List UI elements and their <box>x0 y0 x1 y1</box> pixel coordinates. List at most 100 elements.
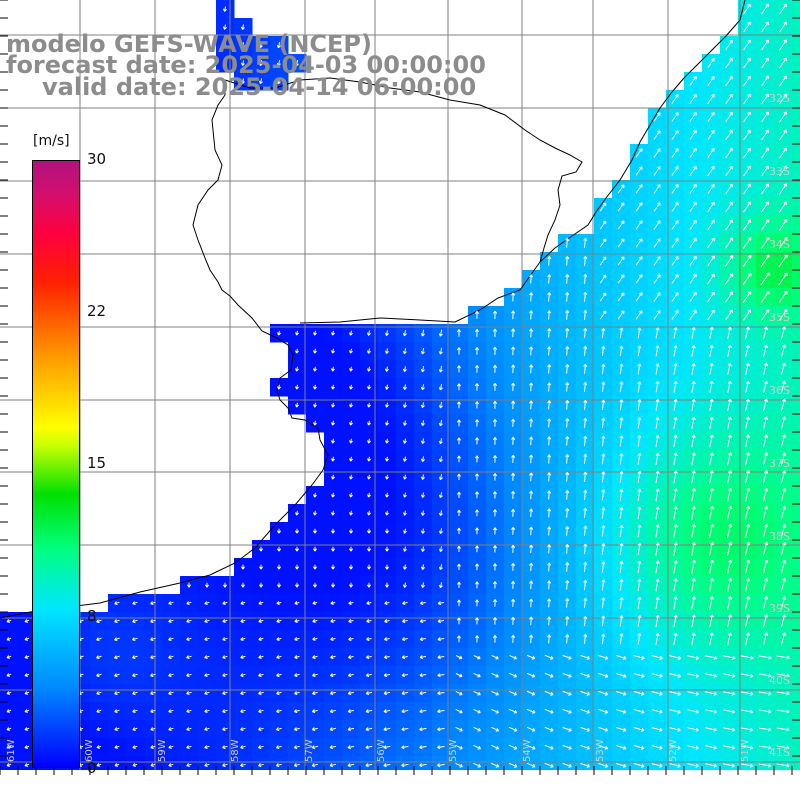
wind-vector-arrow <box>669 709 681 714</box>
wind-vector-arrow <box>419 763 427 768</box>
wind-vector-arrow <box>565 292 570 302</box>
wind-vector-arrow <box>691 327 696 339</box>
wind-vector-arrow <box>150 691 156 696</box>
wind-vector-arrow <box>673 434 678 447</box>
wind-vector-arrow <box>348 655 354 660</box>
wind-vector-arrow <box>150 619 156 624</box>
wind-vector-arrow <box>222 727 228 732</box>
wind-vector-arrow <box>456 617 462 625</box>
forecast-date: forecast date: 2025-04-03 00:00:00 <box>6 51 486 79</box>
wind-vector-arrow <box>762 632 768 646</box>
wind-vector-arrow <box>529 544 534 554</box>
wind-vector-arrow <box>401 763 409 768</box>
wind-vector-arrow <box>743 165 751 177</box>
wind-vector-arrow <box>293 727 300 732</box>
wind-vector-arrow <box>761 21 769 33</box>
wind-vector-arrow <box>420 329 425 337</box>
wind-vector-arrow <box>778 254 788 268</box>
wind-vector-arrow <box>637 506 642 520</box>
wind-vector-arrow <box>619 471 624 483</box>
wind-vector-arrow <box>240 637 246 641</box>
wind-vector-arrow <box>599 274 607 284</box>
wind-vector-arrow <box>778 218 788 231</box>
wind-vector-arrow <box>132 619 138 624</box>
wind-vector-arrow <box>619 633 624 645</box>
wind-vector-arrow <box>780 488 787 502</box>
wind-vector-arrow <box>760 236 770 250</box>
wind-vector-arrow <box>635 202 643 212</box>
wind-vector-arrow <box>204 727 210 731</box>
wind-vector-arrow <box>385 510 389 516</box>
wind-vector-arrow <box>653 148 661 158</box>
wind-vector-arrow <box>402 329 407 337</box>
wind-vector-arrow <box>403 528 407 534</box>
wind-vector-arrow <box>473 762 482 768</box>
wind-vector-arrow <box>276 619 282 623</box>
wind-vector-arrow <box>96 709 102 713</box>
wind-vector-arrow <box>565 598 570 608</box>
wind-vector-arrow <box>601 525 606 537</box>
wind-vector-arrow <box>6 745 12 749</box>
wind-vector-arrow <box>707 255 715 267</box>
wind-vector-arrow <box>330 528 336 534</box>
wind-vector-arrow <box>651 691 663 696</box>
wind-vector-arrow <box>24 637 30 641</box>
wind-vector-arrow <box>637 417 642 429</box>
wind-vector-arrow <box>709 505 714 521</box>
wind-vector-arrow <box>204 582 210 588</box>
wind-vector-arrow <box>24 763 30 767</box>
wind-vector-arrow <box>6 655 12 659</box>
wind-vector-arrow <box>687 673 700 678</box>
wind-vector-arrow <box>331 330 335 336</box>
wind-speed-cell <box>792 450 800 469</box>
longitude-label: 58W <box>230 739 241 762</box>
wind-speed-cell <box>792 612 800 631</box>
wind-vector-arrow <box>529 382 534 392</box>
wind-vector-arrow <box>725 93 733 105</box>
wind-vector-arrow <box>580 726 590 732</box>
wind-vector-arrow <box>526 672 536 678</box>
wind-vector-arrow <box>726 559 733 575</box>
wind-vector-arrow <box>635 166 643 176</box>
wind-vector-arrow <box>709 416 714 430</box>
wind-vector-arrow <box>655 327 660 339</box>
wind-vector-arrow <box>780 398 787 412</box>
wind-vector-arrow <box>402 601 408 606</box>
wind-vector-arrow <box>186 691 192 695</box>
wind-vector-arrow <box>547 364 552 374</box>
wind-vector-arrow <box>635 292 643 302</box>
wind-vector-arrow <box>689 111 697 122</box>
wind-vector-arrow <box>601 363 606 375</box>
wind-vector-arrow <box>562 672 572 678</box>
wind-vector-arrow <box>349 510 353 516</box>
wind-vector-arrow <box>779 147 787 159</box>
wind-speed-cell <box>792 504 800 523</box>
wind-vector-arrow <box>402 384 407 390</box>
wind-vector-arrow <box>313 384 317 390</box>
wind-vector-arrow <box>744 505 751 521</box>
wind-vector-arrow <box>709 470 714 484</box>
wind-vector-arrow <box>150 601 156 605</box>
wind-vector-arrow <box>562 690 572 696</box>
wind-vector-arrow <box>330 564 336 570</box>
wind-vector-arrow <box>456 401 462 409</box>
wind-vector-arrow <box>331 384 335 390</box>
wind-vector-arrow <box>565 256 570 266</box>
wind-vector-arrow <box>743 3 751 15</box>
wind-vector-arrow <box>114 673 120 678</box>
wind-vector-arrow <box>601 507 606 519</box>
latitude-label: 36S <box>769 384 790 397</box>
wind-vector-arrow <box>384 564 390 570</box>
wind-vector-arrow <box>742 254 752 268</box>
wind-vector-arrow <box>709 596 714 610</box>
wind-vector-arrow <box>725 183 733 195</box>
latitude-label: 41S <box>769 746 790 759</box>
wind-vector-arrow <box>742 290 752 303</box>
wind-vector-arrow <box>349 492 353 498</box>
wind-vector-arrow <box>653 166 661 176</box>
wind-vector-arrow <box>258 763 264 768</box>
wind-vector-arrow <box>673 327 678 339</box>
wind-vector-arrow <box>745 434 750 448</box>
wind-vector-arrow <box>276 655 282 659</box>
wind-vector-arrow <box>760 272 770 286</box>
